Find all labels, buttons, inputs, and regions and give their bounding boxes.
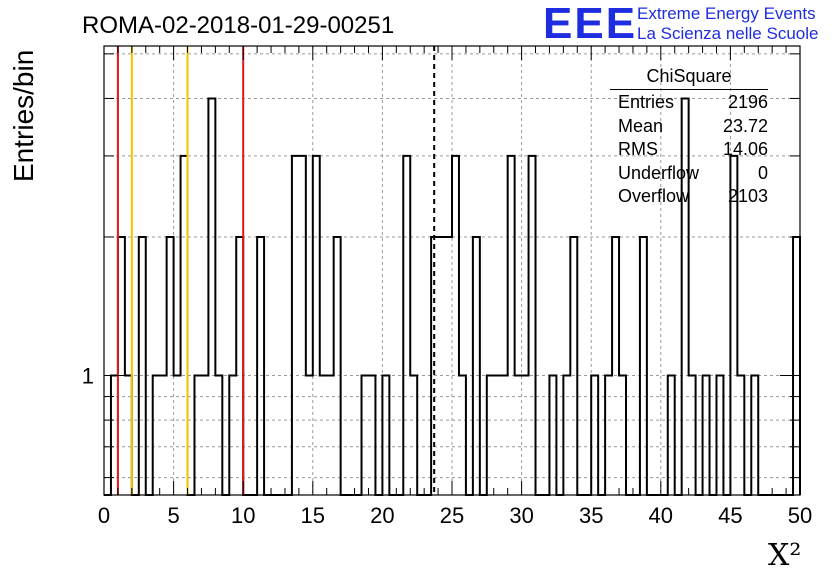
histogram-bin <box>591 376 598 495</box>
x-tick-label: 50 <box>788 503 812 528</box>
stats-label: RMS <box>618 139 658 159</box>
histogram-bin <box>640 237 647 495</box>
histogram-bin <box>167 237 174 495</box>
x-tick-label: 15 <box>301 503 325 528</box>
histogram-bin <box>563 376 570 495</box>
stats-label: Overflow <box>618 186 690 206</box>
axes <box>103 45 801 496</box>
histogram-bin <box>716 376 723 495</box>
stats-label: Entries <box>618 92 675 112</box>
stats-value: 0 <box>757 162 768 183</box>
histogram-bin <box>306 376 313 495</box>
histogram-bin <box>111 376 118 495</box>
x-tick-label: 35 <box>579 503 603 528</box>
histogram-bin <box>508 156 515 495</box>
histogram-bin <box>118 237 125 495</box>
chart-title: ROMA-02-2018-01-29-00251 <box>82 12 395 39</box>
histogram-bin <box>160 376 167 495</box>
histogram-bin <box>668 376 675 495</box>
eee-logo: EEE <box>543 0 638 48</box>
histogram-bin <box>194 376 201 495</box>
histogram-bin <box>362 376 369 495</box>
histogram-bin <box>201 376 208 495</box>
logo-line-2: La Scienza nelle Scuole <box>637 24 819 43</box>
histogram-bin <box>529 156 536 495</box>
histogram-bars <box>104 97 801 496</box>
histogram-bin <box>549 376 556 495</box>
histogram-bin <box>459 376 466 495</box>
x-tick-label: 10 <box>231 503 255 528</box>
histogram-bin <box>327 376 334 495</box>
x-tick-label: 20 <box>370 503 394 528</box>
histogram-outline <box>104 97 801 496</box>
histogram-bin <box>299 156 306 495</box>
stats-label: Mean <box>618 115 664 136</box>
stats-value: 23.72 <box>722 115 768 136</box>
histogram-bin <box>452 156 459 495</box>
stats-row: Mean 23.72 <box>610 116 780 140</box>
histogram-bin <box>438 237 445 495</box>
x-tick-label: 0 <box>98 503 110 528</box>
histogram-bin <box>229 376 236 495</box>
histogram-bin <box>410 376 417 495</box>
stats-title: ChiSquare <box>610 66 768 90</box>
histogram-bin <box>751 376 758 495</box>
x-tick-label: 45 <box>718 503 742 528</box>
reference-lines <box>116 46 436 495</box>
histogram-bin <box>181 156 188 495</box>
histogram-bin <box>208 98 215 495</box>
histogram-bin <box>382 376 389 495</box>
histogram-bin <box>368 376 375 495</box>
x-tick-label: 25 <box>440 503 464 528</box>
tick-labels: 0 5 10 15 20 25 30 35 40 45 50 1 <box>82 364 812 528</box>
stats-label: Underflow <box>618 162 700 183</box>
histogram-bin <box>689 376 696 495</box>
histogram-bin <box>473 237 480 495</box>
histogram-bin <box>292 156 299 495</box>
stats-value: 14.06 <box>722 139 768 159</box>
stats-box: ChiSquare Entries 2196 Mean 23.72 RMS 14.06… <box>610 66 780 210</box>
stats-row: Entries 2196 <box>610 92 780 116</box>
histogram-bin <box>403 156 410 495</box>
y-axis-label: Entries/bin <box>8 49 39 182</box>
stats-value: 2103 <box>727 186 768 206</box>
histogram-bin <box>619 376 626 495</box>
stats-value: 2196 <box>727 92 768 112</box>
histogram-bin <box>612 237 619 495</box>
stats-row: RMS 14.06 <box>610 139 780 163</box>
histogram-bin <box>570 237 577 495</box>
histogram-bin <box>605 376 612 495</box>
histogram-bin <box>494 376 501 495</box>
histogram-bin <box>236 237 243 495</box>
y-tick-label: 1 <box>82 364 94 389</box>
stats-row: Underflow 0 <box>610 163 780 187</box>
x-axis-label: X² <box>768 538 802 573</box>
histogram-bin <box>153 376 160 495</box>
x-tick-label: 5 <box>167 503 179 528</box>
x-tick-label: 30 <box>509 503 533 528</box>
histogram-bin <box>487 376 494 495</box>
x-tick-label: 40 <box>649 503 673 528</box>
histogram-bin <box>334 237 341 495</box>
histogram-bin <box>313 156 320 495</box>
histogram-bin <box>125 376 132 495</box>
histogram-bin <box>215 376 222 495</box>
histogram-bin <box>445 237 452 495</box>
histogram-bin <box>703 376 710 495</box>
histogram-bin <box>139 237 146 495</box>
stats-row: Overflow 2103 <box>610 186 780 210</box>
histogram-bin <box>522 376 529 495</box>
histogram-bin <box>515 376 522 495</box>
histogram-bin <box>257 237 264 495</box>
histogram-bin <box>793 237 800 495</box>
histogram-bin <box>174 376 181 495</box>
histogram-bin <box>320 376 327 495</box>
histogram-bin <box>737 376 744 495</box>
histogram-bin <box>501 376 508 495</box>
logo-line-1: Extreme Energy Events <box>637 4 816 23</box>
